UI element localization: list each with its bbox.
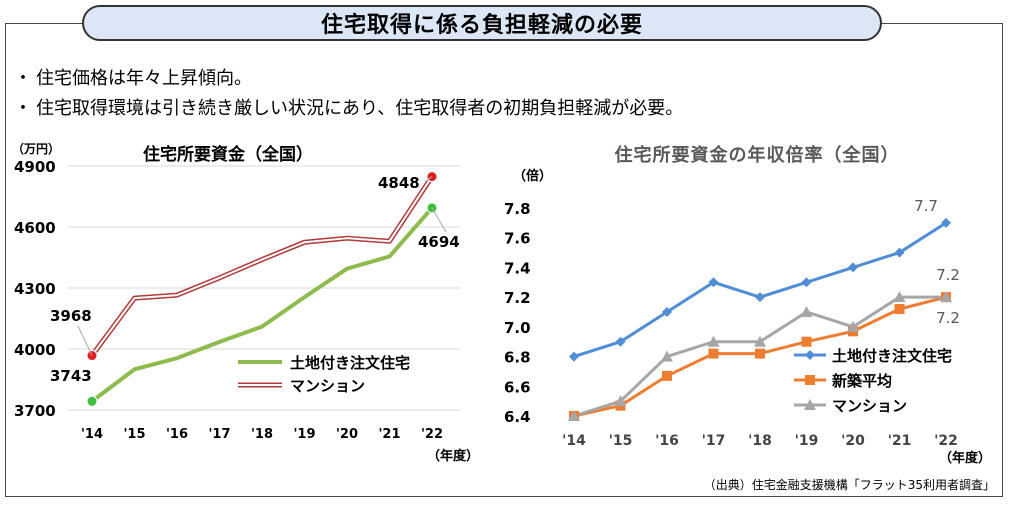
right-x-tick: '21 <box>888 433 912 449</box>
left-chart-title: 住宅所要資金（全国） <box>143 144 313 165</box>
right-legend-mansion-marker <box>804 399 816 410</box>
right-x-tick: '14 <box>562 433 586 449</box>
right-newavg-marker <box>708 348 719 359</box>
right-mansion-marker <box>661 350 673 362</box>
bullet-text: 住宅価格は年々上昇傾向。 <box>36 68 252 89</box>
left-land-start-point <box>86 395 98 407</box>
source-note: （出典）住宅金融支援機構「フラット35利用者調査」 <box>703 478 995 492</box>
left-y-unit: （万円） <box>12 141 60 156</box>
right-y-tick: 7.0 <box>504 319 531 337</box>
left-x-tick: '21 <box>378 427 400 442</box>
right-y-tick: 6.8 <box>504 349 531 367</box>
right-y-tick: 7.2 <box>504 289 531 307</box>
right-y-tick: 7.4 <box>504 259 531 277</box>
right-x-tick: '22 <box>934 433 958 449</box>
title-banner: 住宅取得に係る負担軽減の必要 <box>82 5 882 41</box>
right-y-tick: 6.6 <box>504 378 531 396</box>
right-newavg-marker <box>755 348 765 359</box>
right-x-tick: '18 <box>748 433 772 449</box>
right-x-tick: '19 <box>795 433 819 449</box>
left-x-tick: '14 <box>81 427 103 442</box>
left-x-tick: '15 <box>123 427 145 442</box>
right-mansion-marker <box>754 335 766 347</box>
right-mansion-marker <box>614 395 627 407</box>
left-series-land-line <box>90 206 434 403</box>
left-x-unit: （年度） <box>427 448 479 464</box>
left-x-tick: '16 <box>166 427 188 442</box>
right-newavg-marker <box>894 304 905 315</box>
left-label-land-end: 4694 <box>418 233 460 251</box>
left-legend-land-label: 土地付き注文住宅 <box>290 354 410 372</box>
right-y-tick: 7.6 <box>504 230 531 248</box>
left-y-tick: 3700 <box>14 402 56 420</box>
right-land-marker <box>569 351 579 362</box>
right-newavg-marker <box>801 336 812 347</box>
right-land-marker <box>708 277 719 288</box>
left-y-tick: 4300 <box>14 280 56 298</box>
right-legend-newavg-marker <box>805 375 815 385</box>
right-land-marker <box>941 217 951 228</box>
bullet-item-2: ・住宅取得環境は引き続き厳しい状況にあり、住宅取得者の初期負担軽減が必要。 <box>14 94 683 120</box>
right-mansion-marker <box>940 291 952 303</box>
right-newavg-marker <box>662 370 672 381</box>
right-x-tick: '20 <box>841 433 865 449</box>
right-mansion-marker <box>707 335 720 347</box>
left-label-mansion-start: 3968 <box>50 307 92 325</box>
right-land-marker <box>755 292 765 303</box>
bullet-symbol: ・ <box>14 68 32 89</box>
right-legend-land-marker <box>805 350 815 360</box>
left-x-tick: '22 <box>421 427 443 442</box>
right-chart-title: 住宅所要資金の年収倍率（全国） <box>615 144 900 166</box>
bullet-symbol: ・ <box>14 98 32 119</box>
left-x-tick: '17 <box>208 427 230 442</box>
right-y-tick: 7.8 <box>504 200 531 218</box>
left-leader-line <box>431 207 447 233</box>
right-x-tick: '17 <box>702 433 726 449</box>
right-legend-mansion-label: マンション <box>832 397 907 415</box>
right-x-tick: '16 <box>655 433 679 449</box>
left-y-tick: 4000 <box>14 341 56 359</box>
right-label-newavg-end: 7.2 <box>936 266 960 284</box>
right-mansion-marker <box>893 291 906 303</box>
left-y-tick: 4900 <box>14 158 56 176</box>
page-title: 住宅取得に係る負担軽減の必要 <box>320 13 643 38</box>
left-x-tick: '19 <box>293 427 315 442</box>
right-land-marker <box>615 336 626 347</box>
left-x-tick: '18 <box>251 427 273 442</box>
left-y-tick: 4600 <box>14 219 56 237</box>
right-mansion-marker <box>847 320 859 332</box>
right-mansion-marker <box>568 410 580 421</box>
right-label-mansion-end: 7.2 <box>936 309 960 327</box>
left-x-tick: '20 <box>336 427 358 442</box>
right-label-land-end: 7.7 <box>914 197 938 215</box>
right-legend-newavg-label: 新築平均 <box>832 372 892 390</box>
left-label-mansion-end: 4848 <box>378 174 420 192</box>
left-series-mansion-line-inner <box>91 176 433 357</box>
left-legend-mansion-label: マンション <box>290 377 365 395</box>
right-y-unit: （倍） <box>513 168 552 184</box>
left-leader-line <box>424 176 433 183</box>
left-label-land-start: 3743 <box>50 367 92 385</box>
right-x-tick: '15 <box>609 433 633 449</box>
right-land-marker <box>848 262 858 273</box>
right-land-marker <box>801 277 812 288</box>
right-land-marker <box>662 307 672 317</box>
bullet-item-1: ・住宅価格は年々上昇傾向。 <box>14 64 252 90</box>
bullet-text: 住宅取得環境は引き続き厳しい状況にあり、住宅取得者の初期負担軽減が必要。 <box>36 98 684 119</box>
right-mansion-marker <box>800 306 813 317</box>
right-land-marker <box>894 247 905 258</box>
left-leader-line <box>77 325 93 356</box>
right-y-tick: 6.4 <box>504 408 531 426</box>
right-legend-land-label: 土地付き注文住宅 <box>832 347 952 365</box>
right-x-unit: （年度） <box>939 450 991 466</box>
